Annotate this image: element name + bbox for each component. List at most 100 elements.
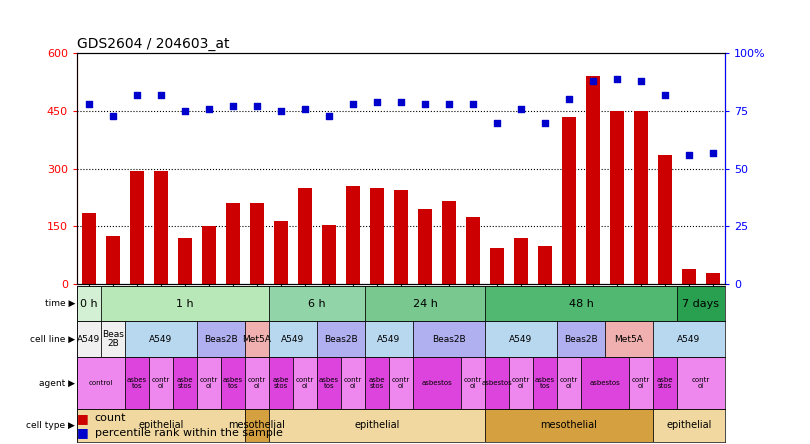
Text: asbes
tos: asbes tos — [319, 377, 339, 389]
Text: Beas2B: Beas2B — [204, 334, 238, 344]
Point — [250, 103, 263, 110]
Bar — [365, 357, 389, 409]
Point — [442, 100, 455, 107]
Text: contr
ol: contr ol — [392, 377, 410, 389]
Bar — [125, 357, 149, 409]
Bar — [653, 409, 725, 442]
Bar — [249, 203, 264, 284]
Bar — [77, 321, 101, 357]
Text: 1 h: 1 h — [176, 299, 194, 309]
Text: contr
ol: contr ol — [151, 377, 170, 389]
Bar — [418, 209, 433, 284]
Text: A549: A549 — [77, 334, 100, 344]
Point — [706, 149, 719, 156]
Bar — [154, 170, 168, 284]
Bar — [682, 269, 696, 284]
Text: 48 h: 48 h — [569, 299, 594, 309]
Point — [178, 107, 191, 115]
Point — [419, 100, 432, 107]
Text: contr
ol: contr ol — [632, 377, 650, 389]
Bar — [394, 190, 408, 284]
Bar — [125, 321, 197, 357]
Bar — [365, 321, 413, 357]
Text: A549: A549 — [509, 334, 533, 344]
Bar — [466, 217, 480, 284]
Bar — [677, 286, 725, 321]
Bar — [226, 203, 240, 284]
Bar — [605, 321, 653, 357]
Text: Beas2B: Beas2B — [324, 334, 358, 344]
Bar — [514, 238, 528, 284]
Text: A549: A549 — [677, 334, 701, 344]
Bar — [586, 76, 600, 284]
Point — [514, 105, 527, 112]
Text: 6 h: 6 h — [308, 299, 326, 309]
Point — [227, 103, 240, 110]
Text: 7 days: 7 days — [683, 299, 719, 309]
Bar — [298, 188, 312, 284]
Bar — [485, 286, 677, 321]
Bar — [629, 357, 653, 409]
Point — [586, 77, 599, 84]
Bar — [269, 321, 317, 357]
Text: percentile rank within the sample: percentile rank within the sample — [95, 428, 283, 438]
Bar — [562, 117, 576, 284]
Bar — [706, 273, 720, 284]
Bar — [365, 286, 485, 321]
Bar — [369, 188, 384, 284]
Bar — [461, 357, 485, 409]
Bar — [202, 226, 216, 284]
Text: A549: A549 — [281, 334, 305, 344]
Bar — [633, 111, 648, 284]
Point — [562, 96, 575, 103]
Text: cell type ▶: cell type ▶ — [27, 421, 75, 430]
Text: asbe
stos: asbe stos — [657, 377, 673, 389]
Point — [491, 119, 504, 126]
Bar — [317, 357, 341, 409]
Bar — [557, 321, 605, 357]
Bar — [245, 321, 269, 357]
Bar — [341, 357, 365, 409]
Point — [394, 98, 407, 105]
Bar — [485, 409, 653, 442]
Bar — [413, 321, 485, 357]
Text: asbe
stos: asbe stos — [177, 377, 194, 389]
Bar — [653, 321, 725, 357]
Text: asbestos: asbestos — [590, 380, 620, 386]
Text: asbe
stos: asbe stos — [369, 377, 386, 389]
Text: epithelial: epithelial — [667, 420, 712, 430]
Bar — [653, 357, 677, 409]
Text: asbes
tos: asbes tos — [127, 377, 147, 389]
Text: asbestos: asbestos — [421, 380, 452, 386]
Text: contr
ol: contr ol — [200, 377, 218, 389]
Text: contr
ol: contr ol — [248, 377, 266, 389]
Bar — [658, 155, 672, 284]
Text: 24 h: 24 h — [412, 299, 437, 309]
Point — [683, 151, 696, 159]
Bar — [322, 225, 336, 284]
Bar — [441, 202, 456, 284]
Text: GDS2604 / 204603_at: GDS2604 / 204603_at — [77, 37, 229, 51]
Text: contr
ol: contr ol — [512, 377, 530, 389]
Bar — [82, 213, 96, 284]
Bar — [197, 357, 221, 409]
Text: control: control — [89, 380, 113, 386]
Bar — [245, 357, 269, 409]
Text: asbestos: asbestos — [482, 380, 513, 386]
Point — [659, 91, 671, 99]
Bar — [77, 286, 101, 321]
Text: 0 h: 0 h — [80, 299, 98, 309]
Text: time ▶: time ▶ — [45, 299, 75, 308]
Bar — [221, 357, 245, 409]
Bar — [269, 357, 293, 409]
Text: A549: A549 — [377, 334, 401, 344]
Point — [322, 112, 335, 119]
Bar — [177, 238, 192, 284]
Point — [275, 107, 288, 115]
Text: asbe
stos: asbe stos — [273, 377, 289, 389]
Bar — [77, 357, 125, 409]
Bar — [245, 409, 269, 442]
Text: Met5A: Met5A — [615, 334, 643, 344]
Bar — [413, 357, 461, 409]
Bar — [130, 170, 144, 284]
